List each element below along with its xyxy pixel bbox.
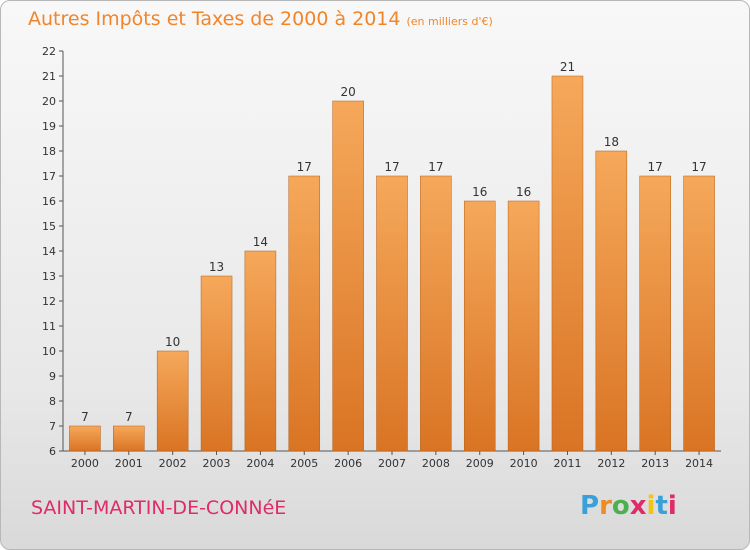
- x-tick-label-2005: 2005: [290, 457, 318, 470]
- data-label-2006: 20: [340, 85, 355, 99]
- bar-2014: [683, 175, 715, 452]
- data-label-2008: 17: [428, 160, 443, 174]
- logo-letter: i: [646, 491, 656, 521]
- logo-letter: P: [580, 491, 600, 521]
- bar-2004: [244, 250, 277, 452]
- logo-letter: o: [611, 491, 630, 521]
- data-label-2014: 17: [691, 160, 706, 174]
- x-tick-label-2011: 2011: [553, 457, 581, 470]
- bar-2007: [376, 175, 408, 452]
- bar-2012: [595, 150, 628, 452]
- data-label-2013: 17: [648, 160, 663, 174]
- y-tick-label: 21: [42, 70, 56, 83]
- data-label-2000: 7: [81, 410, 89, 424]
- bar-2008: [420, 175, 452, 452]
- data-label-2005: 17: [297, 160, 312, 174]
- x-tick-label-2012: 2012: [597, 457, 625, 470]
- bar-2000: [69, 425, 101, 452]
- data-label-2001: 7: [125, 410, 133, 424]
- logo-letter: i: [667, 491, 677, 521]
- chart-title-block: Autres Impôts et Taxes de 2000 à 2014 (en…: [28, 8, 493, 30]
- data-label-2012: 18: [604, 135, 619, 149]
- bar-2011: [551, 75, 584, 452]
- y-tick-label: 19: [42, 120, 56, 133]
- y-tick-label: 6: [49, 445, 56, 458]
- commune-name: SAINT-MARTIN-DE-CONNéE: [31, 497, 287, 519]
- bar-2010: [507, 200, 540, 452]
- x-tick-label-2007: 2007: [378, 457, 406, 470]
- data-label-2010: 16: [516, 185, 531, 199]
- data-label-2003: 13: [209, 260, 224, 274]
- y-tick-label: 16: [42, 195, 56, 208]
- proxiti-logo[interactable]: Proxiti: [580, 491, 677, 521]
- y-tick-label: 11: [42, 320, 56, 333]
- y-tick-label: 17: [42, 170, 56, 183]
- x-tick-label-2013: 2013: [641, 457, 669, 470]
- chart-title: Autres Impôts et Taxes de 2000 à 2014: [28, 8, 401, 30]
- logo-letter: r: [599, 491, 612, 521]
- bar-2005: [288, 175, 321, 452]
- x-tick-label-2002: 2002: [159, 457, 187, 470]
- y-tick-label: 9: [49, 370, 56, 383]
- y-tick-label: 7: [49, 420, 56, 433]
- chart-subtitle: (en milliers d'€): [406, 15, 493, 28]
- y-tick-label: 20: [42, 95, 56, 108]
- data-label-2007: 17: [384, 160, 399, 174]
- y-tick-label: 13: [42, 270, 56, 283]
- y-tick-label: 18: [42, 145, 56, 158]
- x-tick-label-2000: 2000: [71, 457, 99, 470]
- x-tick-label-2010: 2010: [510, 457, 538, 470]
- x-tick-label-2001: 2001: [115, 457, 143, 470]
- data-label-2004: 14: [253, 235, 268, 249]
- y-tick-label: 15: [42, 220, 56, 233]
- x-tick-label-2009: 2009: [466, 457, 494, 470]
- data-label-2009: 16: [472, 185, 487, 199]
- y-tick-label: 10: [42, 345, 56, 358]
- x-tick-label-2008: 2008: [422, 457, 450, 470]
- x-tick-label-2003: 2003: [203, 457, 231, 470]
- bar-2003: [200, 275, 233, 452]
- x-tick-label-2014: 2014: [685, 457, 713, 470]
- y-tick-label: 8: [49, 395, 56, 408]
- data-label-2002: 10: [165, 335, 180, 349]
- y-tick-label: 22: [42, 45, 56, 58]
- bar-2006: [332, 100, 364, 452]
- bar-2002: [156, 350, 189, 452]
- logo-letter: t: [655, 491, 668, 521]
- bar-2001: [113, 425, 145, 452]
- y-tick-label: 14: [42, 245, 56, 258]
- bar-2009: [463, 200, 496, 452]
- x-tick-label-2004: 2004: [246, 457, 274, 470]
- bar-2013: [639, 175, 671, 452]
- data-label-2011: 21: [560, 60, 575, 74]
- y-tick-label: 12: [42, 295, 56, 308]
- x-tick-label-2006: 2006: [334, 457, 362, 470]
- logo-letter: x: [629, 491, 647, 521]
